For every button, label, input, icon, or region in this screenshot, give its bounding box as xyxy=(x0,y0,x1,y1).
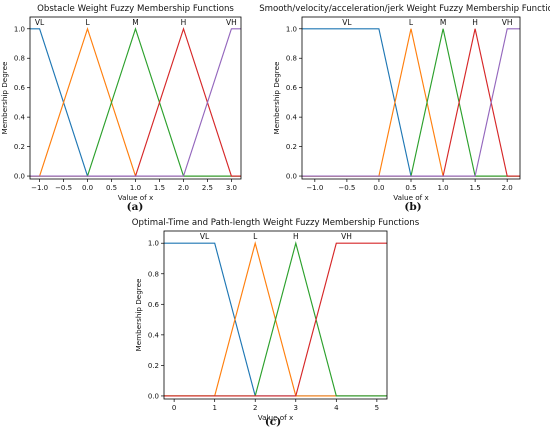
y-tick-label: 0.2 xyxy=(286,143,297,151)
y-tick-label: 1.0 xyxy=(148,240,159,248)
y-tick-label: 0.8 xyxy=(14,55,25,63)
y-axis-label: Membership Degree xyxy=(0,61,9,134)
series-label-m: M xyxy=(132,18,138,27)
y-tick-label: 0.6 xyxy=(14,84,26,92)
y-tick-label: 0.6 xyxy=(286,84,298,92)
y-tick-label: 0.0 xyxy=(14,173,25,181)
x-tick-label: 0 xyxy=(172,404,176,412)
y-axis-label: Membership Degree xyxy=(272,61,281,134)
x-tick-label: 0.0 xyxy=(373,184,384,192)
series-label-vl: VL xyxy=(342,18,352,27)
y-tick-label: 1.0 xyxy=(14,25,25,33)
series-label-vl: VL xyxy=(35,18,45,27)
plot-frame xyxy=(163,230,388,400)
y-tick-label: 0.8 xyxy=(148,270,159,278)
x-tick-label: 2.0 xyxy=(178,184,189,192)
x-tick-label: −1.0 xyxy=(31,184,48,192)
chart-title: Optimal-Time and Path-length Weight Fuzz… xyxy=(132,218,420,228)
y-tick-label: 0.2 xyxy=(14,143,25,151)
y-tick-label: 0.6 xyxy=(148,301,160,309)
x-tick-label: 0.5 xyxy=(106,184,117,192)
y-tick-label: 0.4 xyxy=(14,114,26,122)
series-label-h: H xyxy=(293,232,299,241)
series-label-l: L xyxy=(85,18,90,27)
x-tick-label: −0.5 xyxy=(338,184,355,192)
caption-c: (c) xyxy=(264,416,282,428)
x-axis-label: Value of x xyxy=(118,193,154,202)
chart-panel-a: Obstacle Weight Fuzzy Membership Functio… xyxy=(0,4,242,202)
series-line-vh xyxy=(302,28,520,177)
series-line-vh xyxy=(164,242,387,397)
x-tick-label: 5 xyxy=(375,404,379,412)
y-tick-label: 0.0 xyxy=(286,173,297,181)
x-tick-label: −0.5 xyxy=(55,184,72,192)
x-tick-label: 2.5 xyxy=(202,184,213,192)
series-label-h: H xyxy=(181,18,187,27)
x-tick-label: 3.0 xyxy=(226,184,237,192)
caption-b: (b) xyxy=(404,201,422,213)
y-tick-label: 1.0 xyxy=(286,25,297,33)
x-tick-label: 3 xyxy=(294,404,298,412)
chart-title: Smooth/velocity/acceleration/jerk Weight… xyxy=(259,4,550,14)
x-tick-label: 0.5 xyxy=(405,184,416,192)
x-tick-label: 2 xyxy=(253,404,257,412)
series-line-vh xyxy=(30,28,241,177)
y-axis-label: Membership Degree xyxy=(134,278,143,351)
y-tick-label: 0.2 xyxy=(148,362,159,370)
y-tick-label: 0.4 xyxy=(286,114,298,122)
y-tick-label: 0.4 xyxy=(148,331,160,339)
x-axis-label: Value of x xyxy=(258,413,294,422)
x-tick-label: 1.5 xyxy=(470,184,481,192)
x-tick-label: 1.0 xyxy=(130,184,141,192)
series-label-vh: VH xyxy=(341,232,352,241)
x-tick-label: 4 xyxy=(334,404,339,412)
series-label-vh: VH xyxy=(226,18,237,27)
x-tick-label: 1 xyxy=(212,404,216,412)
chart-panel-b: Smooth/velocity/acceleration/jerk Weight… xyxy=(259,4,550,202)
series-label-l: L xyxy=(409,18,414,27)
x-tick-label: −1.0 xyxy=(306,184,323,192)
series-line-h xyxy=(164,240,387,397)
series-label-m: M xyxy=(440,18,446,27)
series-label-vl: VL xyxy=(200,232,210,241)
x-tick-label: 1.5 xyxy=(154,184,165,192)
series-label-l: L xyxy=(253,232,258,241)
x-axis-label: Value of x xyxy=(393,193,429,202)
x-tick-label: 2.0 xyxy=(502,184,513,192)
caption-a: (a) xyxy=(126,201,144,213)
y-tick-label: 0.0 xyxy=(148,392,159,400)
series-label-h: H xyxy=(472,18,478,27)
x-tick-label: 1.0 xyxy=(437,184,448,192)
series-label-vh: VH xyxy=(502,18,513,27)
x-tick-label: 0.0 xyxy=(82,184,93,192)
y-tick-label: 0.8 xyxy=(286,55,297,63)
chart-title: Obstacle Weight Fuzzy Membership Functio… xyxy=(37,4,234,14)
